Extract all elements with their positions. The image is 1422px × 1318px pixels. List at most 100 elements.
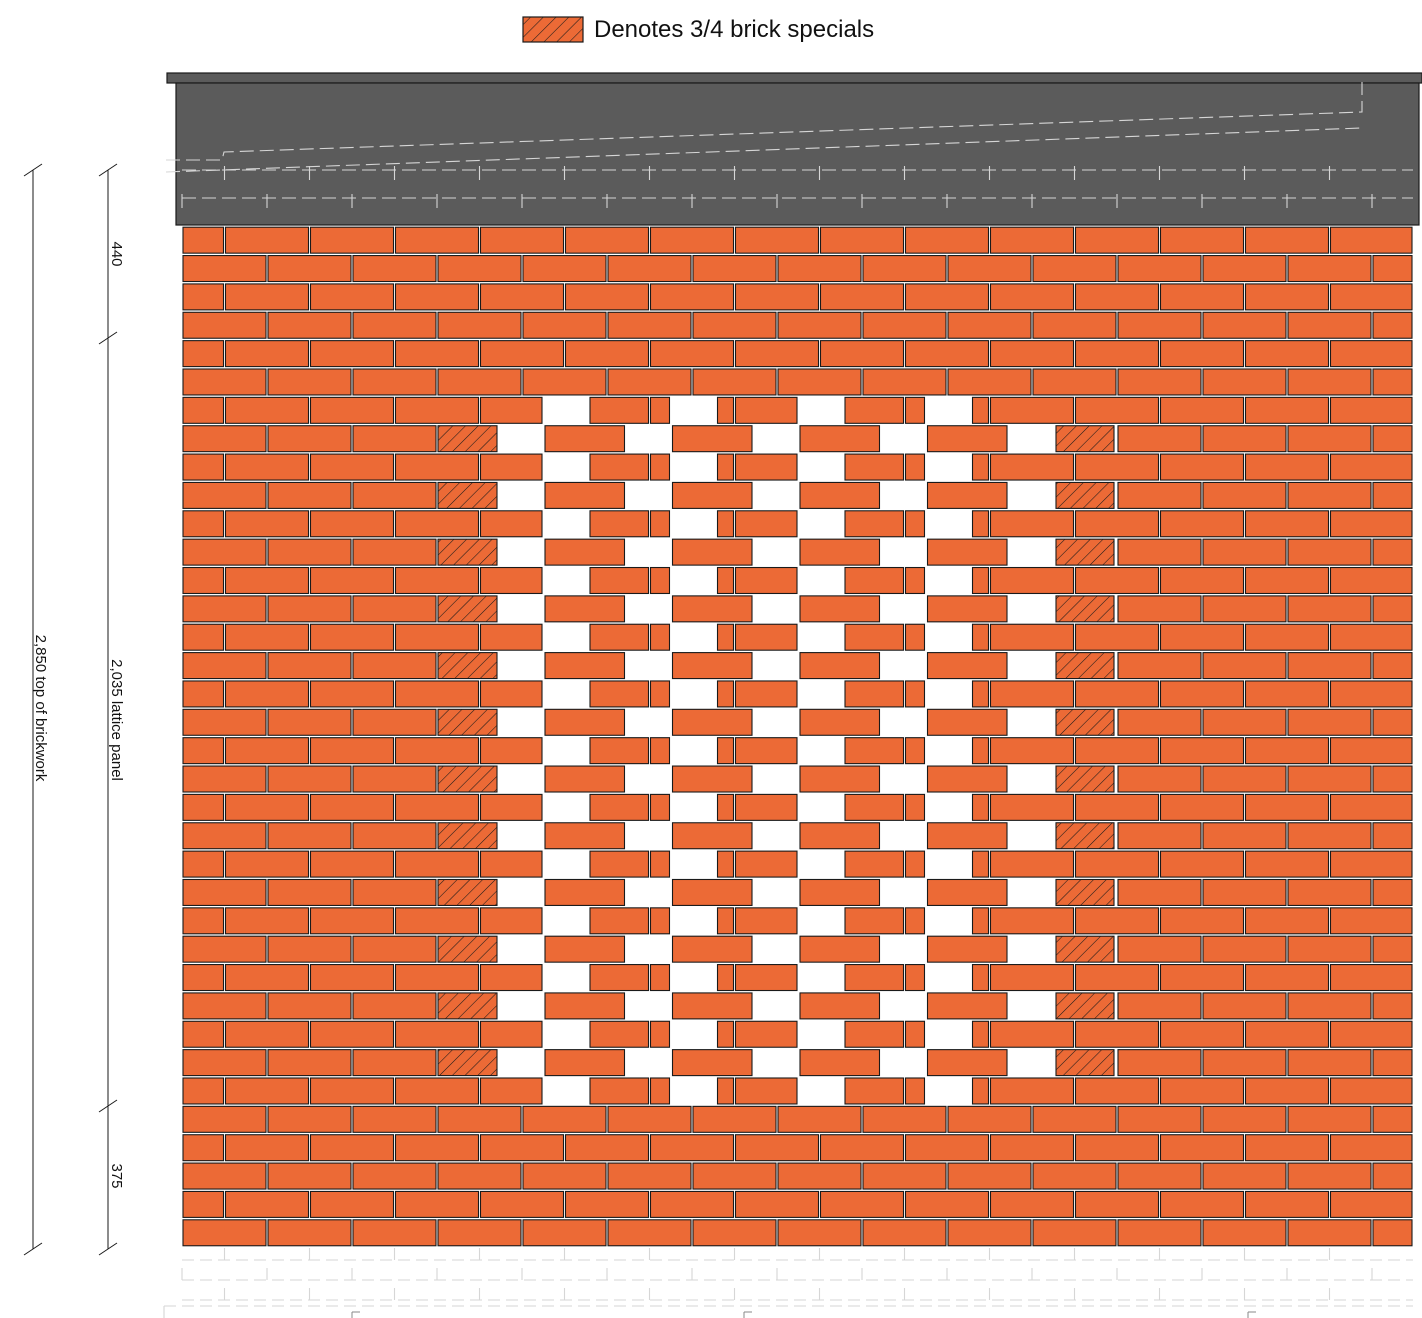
brick (671, 481, 753, 509)
brick (589, 510, 650, 538)
brick (649, 1077, 671, 1105)
brick (182, 1162, 267, 1190)
brick (777, 1105, 862, 1133)
brick (947, 311, 1032, 339)
brick (1074, 283, 1160, 311)
brick (352, 878, 437, 906)
coping-top-edge (166, 72, 1422, 84)
brick (1329, 226, 1413, 254)
brick (352, 255, 437, 283)
brick (224, 737, 310, 765)
brickwork (182, 226, 1413, 1247)
brick (1202, 878, 1287, 906)
brick (844, 680, 905, 708)
brick (1287, 311, 1372, 339)
brick (522, 1162, 607, 1190)
brick (1372, 538, 1413, 566)
brick (589, 1077, 650, 1105)
brick (1074, 340, 1160, 368)
brick (1159, 907, 1245, 935)
brick (589, 737, 650, 765)
brick (1117, 708, 1202, 736)
dimension-overall: 2,850 top of brickwork (23, 163, 49, 1256)
brick (352, 311, 437, 339)
brick (479, 566, 543, 595)
brick (1117, 538, 1202, 566)
brick (1032, 311, 1117, 339)
brick (716, 850, 735, 878)
brick (1329, 964, 1413, 992)
brick (1032, 1105, 1117, 1133)
brick (1372, 765, 1413, 793)
brick (989, 964, 1075, 992)
brick (267, 878, 352, 906)
brick (352, 708, 437, 736)
brick (1372, 935, 1413, 963)
brick (267, 255, 352, 283)
brick (1074, 907, 1160, 935)
brick (904, 623, 926, 651)
brick (394, 340, 480, 368)
brick (589, 396, 650, 424)
brick (1202, 992, 1287, 1020)
brick (819, 1190, 905, 1218)
brick (1287, 255, 1372, 283)
brick (649, 793, 671, 821)
brick (1159, 396, 1245, 424)
brick (1117, 1219, 1202, 1247)
brick (649, 737, 671, 765)
brick (734, 1190, 820, 1218)
coping-hidden-lines (165, 82, 1413, 208)
brick (734, 566, 798, 595)
brick (734, 1077, 798, 1105)
brick (1372, 311, 1413, 339)
brick (1372, 822, 1413, 850)
brick (777, 1219, 862, 1247)
brick (904, 850, 926, 878)
brick (844, 396, 905, 424)
brick (716, 396, 735, 424)
brick (224, 1190, 310, 1218)
brick (734, 680, 798, 708)
brick (926, 595, 1008, 623)
brick (309, 1077, 395, 1105)
brick (989, 850, 1075, 878)
brick (1244, 793, 1330, 821)
brick (926, 538, 1008, 566)
brick (522, 255, 607, 283)
brick (926, 1049, 1008, 1077)
brick (1159, 340, 1245, 368)
brick (1329, 510, 1413, 538)
legend: Denotes 3/4 brick specials (522, 16, 874, 43)
brick (224, 283, 310, 311)
brick-special-hatch (438, 936, 497, 963)
brick (589, 907, 650, 935)
brick (267, 708, 352, 736)
brick (309, 964, 395, 992)
brick (1159, 964, 1245, 992)
brick (1244, 396, 1330, 424)
brick (1244, 680, 1330, 708)
brick (716, 793, 735, 821)
brick (716, 907, 735, 935)
brick (671, 765, 753, 793)
brick (844, 793, 905, 821)
brick (799, 765, 881, 793)
brick (394, 964, 480, 992)
brick (1117, 481, 1202, 509)
brick (989, 737, 1075, 765)
brick (671, 425, 753, 453)
brick (267, 1219, 352, 1247)
brick (1329, 1190, 1413, 1218)
brick (971, 793, 990, 821)
brick (544, 765, 626, 793)
brick (649, 1134, 735, 1162)
brick (224, 793, 310, 821)
coping-slope-line (166, 82, 1363, 161)
brick (692, 1162, 777, 1190)
brick (479, 1077, 543, 1105)
brick (649, 226, 735, 254)
brick (182, 566, 225, 595)
brick (1202, 595, 1287, 623)
brick (1329, 1134, 1413, 1162)
